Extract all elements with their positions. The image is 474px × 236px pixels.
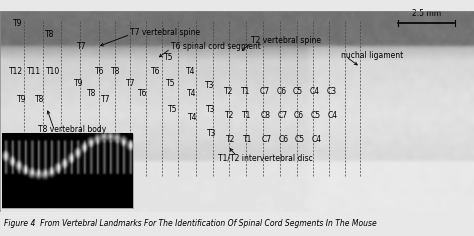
Text: C7: C7 <box>259 87 269 96</box>
Text: T3: T3 <box>205 81 214 90</box>
Text: C5: C5 <box>295 135 305 144</box>
Text: C5: C5 <box>311 111 321 120</box>
Text: T5: T5 <box>168 105 177 114</box>
Text: C4: C4 <box>328 111 338 120</box>
Text: T7: T7 <box>126 79 135 88</box>
Text: T6: T6 <box>138 89 148 98</box>
Text: C6: C6 <box>278 135 288 144</box>
Text: 2.5 mm: 2.5 mm <box>412 9 441 18</box>
Text: T6 spinal cord segment: T6 spinal cord segment <box>171 42 261 51</box>
Text: T12: T12 <box>9 67 23 76</box>
Text: T1: T1 <box>241 87 251 96</box>
Text: T3: T3 <box>207 129 216 138</box>
Text: C6: C6 <box>294 111 304 120</box>
Text: T2: T2 <box>225 111 234 120</box>
Text: T4: T4 <box>188 113 198 122</box>
Text: C5: C5 <box>293 87 303 96</box>
Text: T8: T8 <box>35 95 44 104</box>
Text: T1: T1 <box>243 135 253 144</box>
Text: T11: T11 <box>27 67 41 76</box>
Text: T7: T7 <box>101 95 110 104</box>
Text: T6: T6 <box>95 67 104 76</box>
Text: T2: T2 <box>224 87 233 96</box>
Text: T4: T4 <box>186 67 196 76</box>
Text: T9: T9 <box>13 19 23 28</box>
Text: T9: T9 <box>73 79 83 88</box>
Text: T4: T4 <box>187 89 197 98</box>
Text: C8: C8 <box>260 111 270 120</box>
Text: T1/T2 intervertebral disc: T1/T2 intervertebral disc <box>218 153 313 162</box>
Text: T1: T1 <box>242 111 252 120</box>
Text: T9: T9 <box>17 95 26 104</box>
Text: T10: T10 <box>46 67 60 76</box>
Text: T8: T8 <box>45 30 55 39</box>
Text: nuchal ligament: nuchal ligament <box>341 51 403 59</box>
Text: T5: T5 <box>164 53 173 62</box>
Text: T2: T2 <box>226 135 235 144</box>
Text: T2 vertebral spine: T2 vertebral spine <box>251 36 321 45</box>
Text: T8: T8 <box>111 67 121 76</box>
Text: T6: T6 <box>151 67 160 76</box>
Text: C3: C3 <box>327 87 337 96</box>
Bar <box>2 134 133 208</box>
Text: C7: C7 <box>261 135 271 144</box>
Text: T8: T8 <box>87 89 96 98</box>
Text: C6: C6 <box>276 87 286 96</box>
Text: C7: C7 <box>277 111 287 120</box>
Text: T7 vertebral spine: T7 vertebral spine <box>130 28 201 37</box>
Text: T7: T7 <box>77 42 86 51</box>
Text: C4: C4 <box>310 87 320 96</box>
Text: T5: T5 <box>166 79 175 88</box>
Text: T3: T3 <box>206 105 215 114</box>
Text: C4: C4 <box>312 135 322 144</box>
Text: Figure 4  From Vertebral Landmarks For The Identification Of Spinal Cord Segment: Figure 4 From Vertebral Landmarks For Th… <box>4 219 376 228</box>
Text: T8 vertebral body: T8 vertebral body <box>38 125 106 134</box>
